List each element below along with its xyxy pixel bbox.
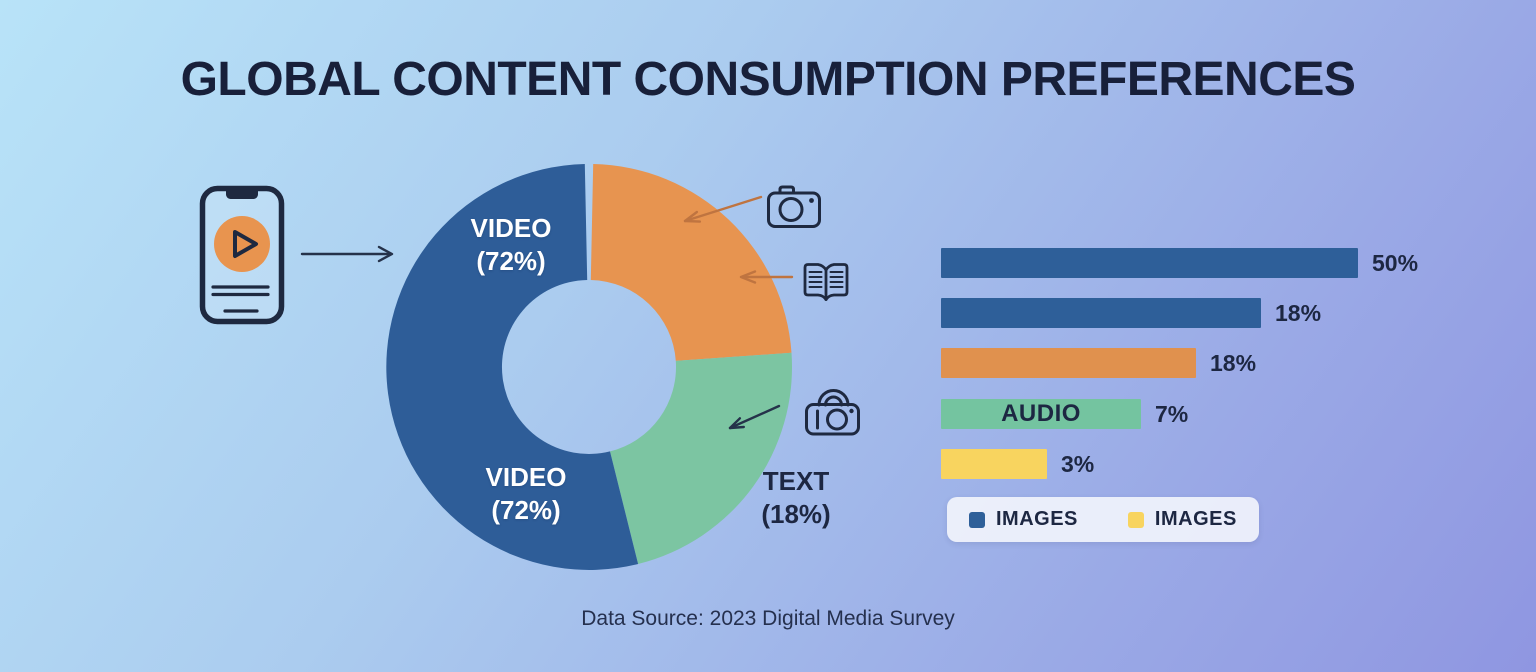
donut-svg [386, 164, 792, 570]
bar-row: 18% [941, 348, 1256, 378]
donut-segment-images [590, 164, 792, 361]
bar-row: 50% [941, 248, 1418, 278]
donut-segment-video [386, 164, 639, 570]
bar-row: AUDIO 7% [941, 399, 1188, 429]
arrow-to-images-segment-2-icon [739, 270, 794, 284]
donut-segment-text [610, 352, 792, 564]
bar-value-label: 18% [1275, 299, 1322, 326]
arrow-to-text-segment-icon [728, 404, 781, 430]
donut-label-video-top: VIDEO (72%) [470, 213, 552, 276]
play-circle [214, 216, 270, 272]
open-book-icon [803, 263, 849, 301]
page-title: GLOBAL CONTENT CONSUMPTION PREFERENCES [180, 53, 1356, 106]
bar-18-blue [941, 298, 1261, 328]
bar-audio: AUDIO [941, 399, 1141, 429]
bar-row: 18% [941, 298, 1321, 328]
legend-item-images-blue: IMAGES [969, 508, 1078, 531]
bar-3 [941, 449, 1047, 479]
instant-camera-icon [805, 389, 860, 436]
donut-chart: VIDEO (72%) VIDEO (72%) [383, 161, 795, 573]
bar-legend: IMAGES IMAGES [947, 497, 1259, 542]
legend-swatch-blue [969, 511, 985, 528]
legend-swatch-yellow [1127, 511, 1144, 528]
donut-label-text: TEXT (18%) [761, 466, 831, 529]
bar-value-label: 7% [1155, 400, 1189, 427]
arrow-right-icon [300, 245, 394, 263]
donut-label-video-bottom: VIDEO (72%) [485, 462, 567, 525]
data-source-text: Data Source: 2023 Digital Media Survey [581, 607, 955, 630]
camera-icon [767, 185, 821, 228]
arrow-to-images-segment-icon [683, 195, 763, 223]
bar-value-label: 18% [1210, 349, 1257, 376]
play-icon [233, 230, 258, 258]
bar-18-orange [941, 348, 1196, 378]
bar-50 [941, 248, 1358, 278]
bar-value-label: 3% [1061, 450, 1095, 477]
bar-value-label: 50% [1372, 249, 1419, 276]
smartphone-video-icon [199, 185, 285, 325]
bar-row: 3% [941, 449, 1094, 479]
legend-item-images-yellow: IMAGES [1127, 508, 1237, 531]
